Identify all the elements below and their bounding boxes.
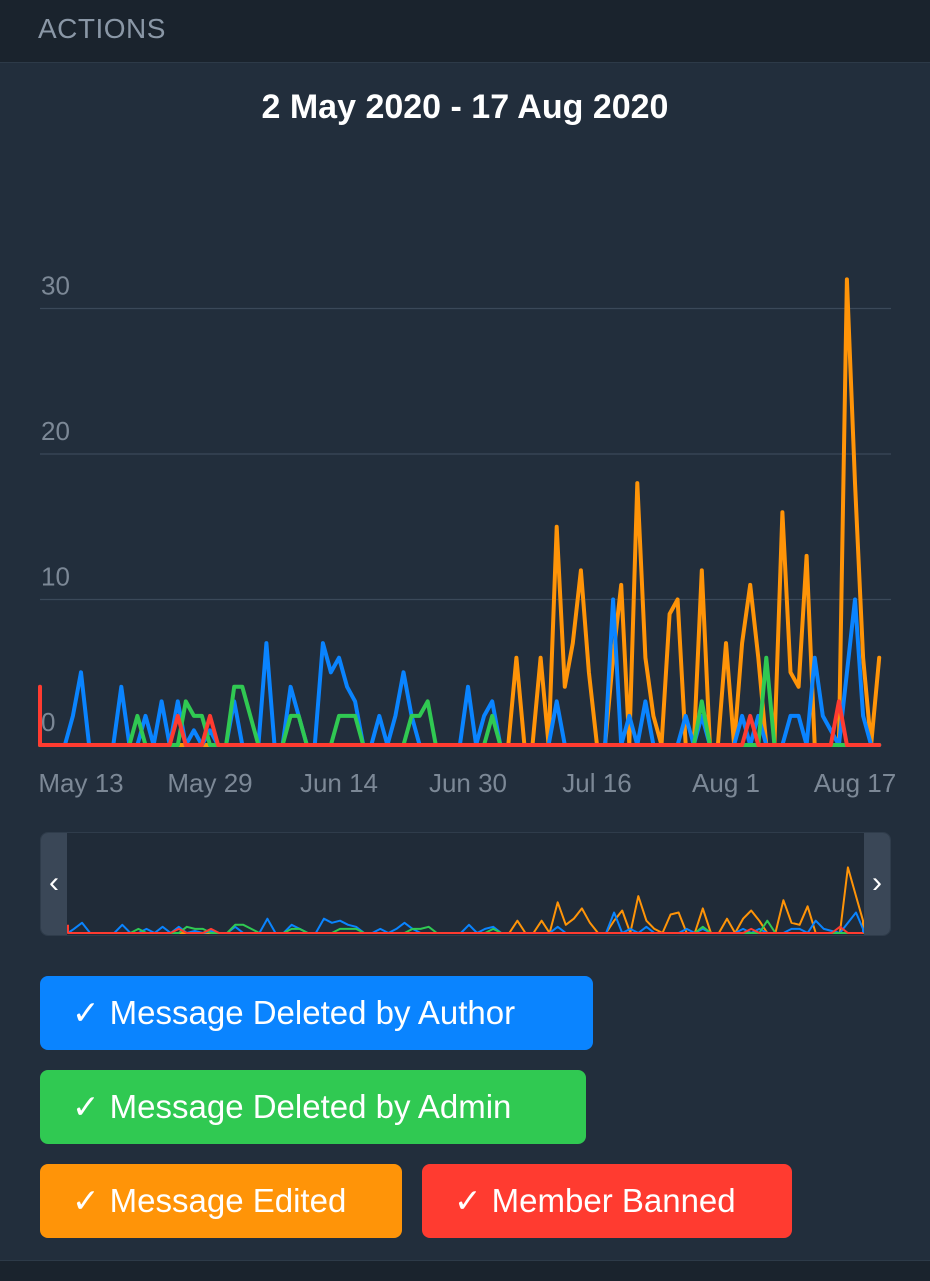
chevron-left-icon: ‹	[49, 866, 59, 899]
navigator-series-line-0	[67, 911, 864, 934]
y-tick-label: 30	[41, 271, 70, 301]
checkmark-icon: ✓	[72, 1088, 100, 1125]
x-tick-label: May 13	[38, 768, 123, 798]
section-header: ACTIONS	[0, 0, 930, 63]
navigator-left-handle[interactable]: ‹	[41, 833, 67, 935]
navigator-series-line-3	[67, 924, 863, 934]
chevron-right-icon: ›	[872, 866, 882, 899]
bottom-edge	[0, 1260, 930, 1281]
legend-label: Message Deleted by Admin	[109, 1088, 512, 1125]
checkmark-icon: ✓	[72, 1182, 100, 1219]
x-tick-label: Jun 14	[300, 768, 378, 798]
legend-toggle-member-banned[interactable]: ✓ Member Banned	[422, 1164, 792, 1238]
navigator-series-line-1	[68, 919, 863, 934]
x-tick-label: Jun 30	[429, 768, 507, 798]
x-tick-label: Aug 17	[814, 768, 896, 798]
navigator-right-handle[interactable]: ›	[864, 833, 890, 935]
series-line-3[interactable]	[38, 684, 882, 747]
legend-label: Message Deleted by Author	[109, 994, 516, 1031]
series-line-2[interactable]	[38, 277, 882, 747]
line-chart[interactable]: 0 10 20 30 May 13 May 29 Jun 14 Jun 30 Jul 16 Aug…	[0, 250, 930, 810]
legend-toggle-deleted-by-author[interactable]: ✓ Message Deleted by Author	[40, 976, 593, 1050]
range-navigator[interactable]: ‹ ›	[40, 832, 891, 936]
y-tick-label: 0	[41, 707, 55, 737]
navigator-chart[interactable]	[41, 833, 890, 935]
x-tick-label: Aug 1	[692, 768, 760, 798]
legend-label: Member Banned	[491, 1182, 736, 1219]
y-tick-label: 20	[41, 416, 70, 446]
section-title: ACTIONS	[38, 13, 166, 44]
legend-toggle-deleted-by-admin[interactable]: ✓ Message Deleted by Admin	[40, 1070, 586, 1144]
x-tick-label: Jul 16	[562, 768, 631, 798]
legend-toggle-message-edited[interactable]: ✓ Message Edited	[40, 1164, 402, 1238]
x-tick-label: May 29	[167, 768, 252, 798]
y-tick-label: 10	[41, 562, 70, 592]
chart-title: 2 May 2020 - 17 Aug 2020	[261, 88, 669, 126]
navigator-series-line-2	[68, 866, 864, 934]
checkmark-icon: ✓	[72, 994, 100, 1031]
legend-label: Message Edited	[109, 1182, 347, 1219]
checkmark-icon: ✓	[454, 1182, 482, 1219]
